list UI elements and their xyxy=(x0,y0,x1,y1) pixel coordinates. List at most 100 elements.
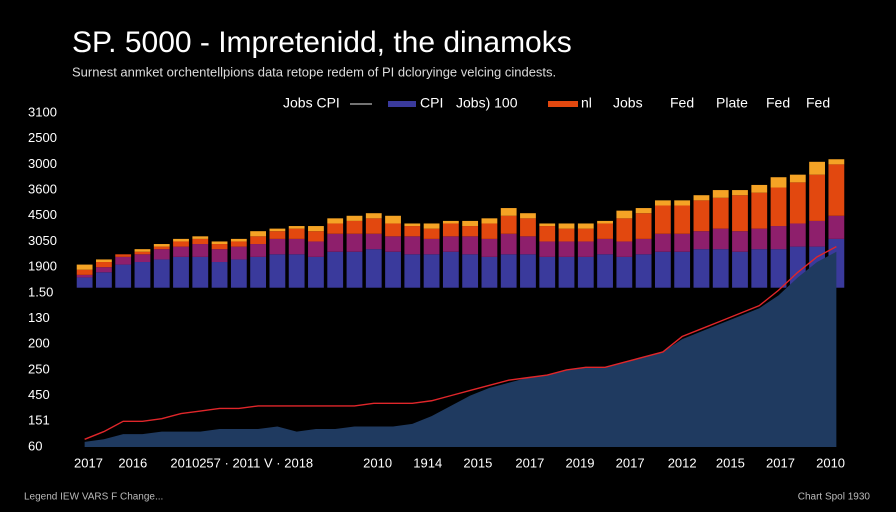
bar-segment xyxy=(134,251,151,255)
bar-segment xyxy=(500,254,517,288)
bar-segment xyxy=(462,220,479,227)
y-tick-label: 60 xyxy=(28,438,42,453)
bar-segment xyxy=(462,236,479,255)
bar-segment xyxy=(365,233,382,250)
bar-segment xyxy=(269,238,286,255)
bar-segment xyxy=(577,256,594,288)
bar-segment xyxy=(230,246,247,260)
x-tick-label: 2010 xyxy=(170,455,199,470)
bar-segment xyxy=(789,182,806,224)
x-tick-label: 2012 xyxy=(668,455,697,470)
bar-segment xyxy=(250,256,267,288)
bar-segment xyxy=(153,249,170,260)
bar-segment xyxy=(751,228,768,250)
bar-segment xyxy=(327,218,344,224)
bar-segment xyxy=(597,238,613,255)
x-tick-label: 257 · 2011 V · 2018 xyxy=(199,455,313,470)
y-tick-label: 130 xyxy=(28,310,50,325)
bar-segment xyxy=(693,195,710,201)
bar-segment xyxy=(674,205,691,234)
bar-segment xyxy=(635,238,652,255)
bar-segment xyxy=(654,251,671,288)
bar-segment xyxy=(288,238,305,255)
bar-segment xyxy=(462,254,479,288)
bar-segment xyxy=(539,223,556,227)
bar-segment xyxy=(789,223,806,247)
legend-label: CPI xyxy=(420,95,443,111)
bar-segment xyxy=(828,215,845,239)
bar-segment xyxy=(153,246,170,250)
legend-label: Fed xyxy=(670,95,694,111)
bar-segment xyxy=(828,164,845,216)
bar-segment xyxy=(789,174,806,183)
y-tick-label: 3050 xyxy=(28,233,57,248)
bar-segment xyxy=(500,208,517,216)
legend-label: Fed xyxy=(806,95,830,111)
bar-segment xyxy=(269,254,286,288)
bar-segment xyxy=(654,233,671,252)
bar-segment xyxy=(269,231,286,239)
bar-segment xyxy=(346,233,363,252)
bar-segment xyxy=(423,228,440,239)
bar-segment xyxy=(423,238,440,255)
bar-segment xyxy=(732,190,748,196)
bar-segment xyxy=(597,254,613,288)
bar-segment xyxy=(616,256,633,288)
bar-segment xyxy=(674,200,691,206)
bar-segment xyxy=(635,254,652,288)
bar-segment xyxy=(693,200,710,232)
bar-segment xyxy=(751,192,768,229)
bar-segment xyxy=(250,231,267,237)
bar-segment xyxy=(712,197,729,229)
bar-segment xyxy=(828,159,845,165)
bar-segment xyxy=(308,241,324,257)
bar-segment xyxy=(442,236,459,252)
chart-subtitle: Surnest anmket orchentellpions data reto… xyxy=(72,64,556,79)
bar-segment xyxy=(211,249,228,263)
bar-segment xyxy=(616,241,633,257)
bar-segment xyxy=(500,215,517,234)
bar-segment xyxy=(96,262,112,268)
x-tick-label: 2017 xyxy=(766,455,795,470)
bar-segment xyxy=(520,213,536,219)
bar-segment xyxy=(230,241,247,247)
bar-segment xyxy=(597,223,613,239)
bar-segment xyxy=(115,256,132,265)
bar-segment xyxy=(558,228,575,242)
bar-segment xyxy=(770,249,787,288)
bar-segment xyxy=(308,226,324,232)
bar-segment xyxy=(751,249,768,288)
bar-segment xyxy=(442,220,459,224)
chart-title: SP. 5000 - Impretenidd, the dinamoks xyxy=(72,26,572,59)
bar-segment xyxy=(442,251,459,288)
y-tick-label: 1900 xyxy=(28,259,57,274)
bar-segment xyxy=(76,264,93,270)
bar-segment xyxy=(404,223,421,227)
bar-segment xyxy=(211,241,228,245)
line xyxy=(84,245,837,440)
y-tick-label: 3000 xyxy=(28,156,57,171)
y-tick-label: 3100 xyxy=(28,104,57,119)
bar-segment xyxy=(423,223,440,229)
bar-segment xyxy=(153,244,170,247)
bar-segment xyxy=(404,254,421,288)
legend-label: Plate xyxy=(716,95,748,111)
bar-segment xyxy=(115,264,132,288)
y-tick-label: 3600 xyxy=(28,182,57,197)
bar-segment xyxy=(712,249,729,288)
bar-segment xyxy=(192,238,209,245)
y-tick-label: 200 xyxy=(28,336,50,351)
legend-swatch xyxy=(388,101,416,107)
y-tick-label: 250 xyxy=(28,361,50,376)
bar-segment xyxy=(115,254,132,257)
y-tick-label: 2500 xyxy=(28,130,57,145)
bar-segment xyxy=(539,226,556,242)
bar-segment xyxy=(616,210,633,219)
y-tick-label: 1.50 xyxy=(28,284,53,299)
x-tick-label: 2017 xyxy=(515,455,544,470)
bar-segment xyxy=(751,184,768,193)
bar-segment xyxy=(134,254,151,263)
bar-segment xyxy=(481,256,498,288)
bar-segment xyxy=(558,223,575,229)
